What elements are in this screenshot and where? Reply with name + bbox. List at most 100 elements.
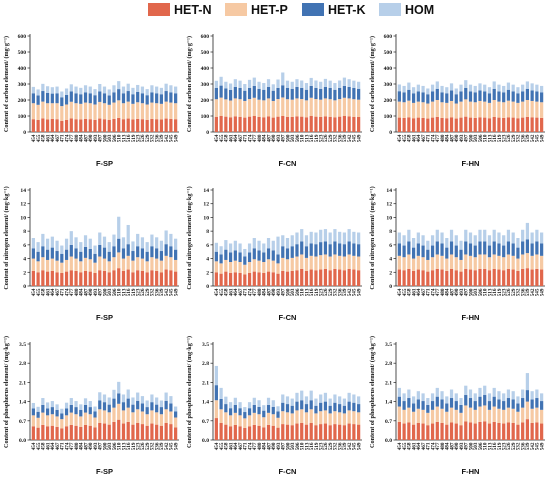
bar-hom-503 [473, 393, 477, 402]
bar-hom-506 [478, 387, 482, 397]
bar-het-n-545 [352, 116, 356, 132]
bar-het-k-461 [411, 93, 416, 103]
bar-het-p-542 [164, 409, 168, 423]
bar-hom-458 [224, 396, 228, 405]
bar-het-p-532 [333, 100, 337, 118]
bar-het-k-455 [36, 95, 40, 105]
bar-het-p-497 [281, 97, 285, 116]
bar-het-p-474 [430, 409, 435, 424]
bar-het-k-454 [31, 408, 35, 416]
bar-het-p-549 [540, 102, 544, 118]
bar-het-n-484 [79, 119, 83, 132]
bar-het-k-506 [112, 92, 116, 103]
bar-het-n-513 [121, 270, 126, 286]
bar-het-k-526 [323, 401, 328, 411]
x-tick-label: 464 [50, 134, 56, 142]
bar-het-p-506 [478, 100, 482, 118]
bar-het-p-484 [262, 262, 266, 273]
bar-het-k-523 [502, 245, 506, 258]
bar-het-k-474 [430, 401, 435, 410]
bar-hom-454 [397, 387, 401, 397]
x-tick-label: 493 [93, 134, 99, 142]
bar-het-k-526 [506, 398, 511, 408]
x-tick-label: 510 [117, 288, 123, 296]
bar-het-n-523 [136, 118, 140, 132]
bar-het-n-529 [328, 425, 332, 440]
bar-het-n-493 [459, 117, 463, 132]
panel-title: F-SP [96, 467, 113, 476]
bar-het-p-539 [159, 260, 164, 273]
x-tick-label: 510 [483, 288, 489, 296]
x-tick-label: 500 [468, 134, 474, 142]
x-tick-label: 503 [290, 288, 296, 296]
bar-hom-493 [276, 79, 280, 88]
bar-hom-529 [511, 84, 515, 92]
x-tick-label: 454 [214, 134, 220, 142]
bar-het-n-506 [112, 421, 116, 440]
bar-het-k-484 [262, 89, 266, 101]
bar-hom-549 [174, 86, 178, 94]
bar-het-p-536 [155, 103, 159, 120]
x-tick-label: 471 [60, 442, 66, 450]
bar-hom-500 [468, 84, 473, 92]
bar-het-k-539 [159, 251, 164, 261]
bar-hom-519 [497, 84, 501, 92]
x-tick-label: 506 [478, 442, 484, 450]
bar-het-n-523 [319, 424, 323, 440]
bar-het-k-542 [347, 86, 351, 99]
bar-het-k-539 [525, 88, 530, 100]
bar-hom-454 [31, 86, 35, 94]
bar-het-k-471 [426, 94, 430, 104]
bar-hom-454 [214, 242, 218, 252]
bar-het-p-503 [473, 257, 477, 271]
bar-hom-471 [426, 88, 430, 95]
bar-het-n-549 [540, 269, 544, 286]
bar-hom-490 [88, 238, 92, 249]
bar-het-n-455 [36, 120, 40, 132]
bar-het-n-532 [516, 424, 520, 440]
bar-hom-516 [492, 229, 496, 242]
bar-het-k-455 [36, 411, 40, 418]
bar-het-p-467 [55, 260, 59, 273]
bar-het-k-477 [69, 404, 73, 413]
bar-hom-477 [435, 229, 439, 242]
bar-het-n-484 [262, 427, 266, 440]
bar-het-p-519 [314, 413, 318, 426]
bar-het-k-490 [271, 250, 275, 261]
bar-het-n-484 [445, 270, 449, 286]
bar-hom-532 [150, 234, 154, 247]
y-tick-label: 3.5 [202, 342, 209, 348]
y-tick-label: 1.4 [385, 400, 392, 406]
bar-het-n-464 [233, 116, 237, 132]
bar-het-p-477 [252, 259, 256, 272]
bar-het-n-539 [159, 272, 164, 286]
bar-het-k-458 [224, 88, 228, 100]
bar-het-k-493 [276, 87, 280, 100]
bar-het-p-467 [421, 257, 425, 271]
bar-hom-529 [511, 232, 515, 244]
bar-hom-487 [83, 85, 88, 93]
bar-het-p-497 [281, 411, 285, 425]
bar-het-n-526 [140, 424, 145, 440]
bar-het-n-500 [102, 270, 107, 286]
bar-hom-510 [117, 381, 121, 394]
bar-het-k-484 [79, 94, 83, 104]
bar-het-p-513 [487, 257, 492, 271]
bar-hom-500 [285, 80, 290, 88]
bar-het-n-523 [502, 270, 506, 286]
bar-het-n-458 [41, 270, 45, 286]
x-tick-label: 487 [266, 288, 272, 296]
x-tick-label: 510 [300, 442, 306, 450]
x-tick-label: 497 [281, 442, 287, 450]
bar-het-p-529 [328, 413, 332, 426]
x-tick-label: 458 [224, 134, 230, 142]
bar-het-p-500 [102, 258, 107, 271]
bar-het-n-549 [357, 116, 361, 132]
bar-het-n-506 [478, 117, 482, 132]
bar-het-p-493 [459, 259, 463, 272]
bar-het-n-545 [535, 422, 539, 440]
y-tick-label: 400 [201, 66, 210, 72]
y-tick-label: 12 [203, 202, 209, 208]
bar-het-n-542 [164, 422, 168, 440]
